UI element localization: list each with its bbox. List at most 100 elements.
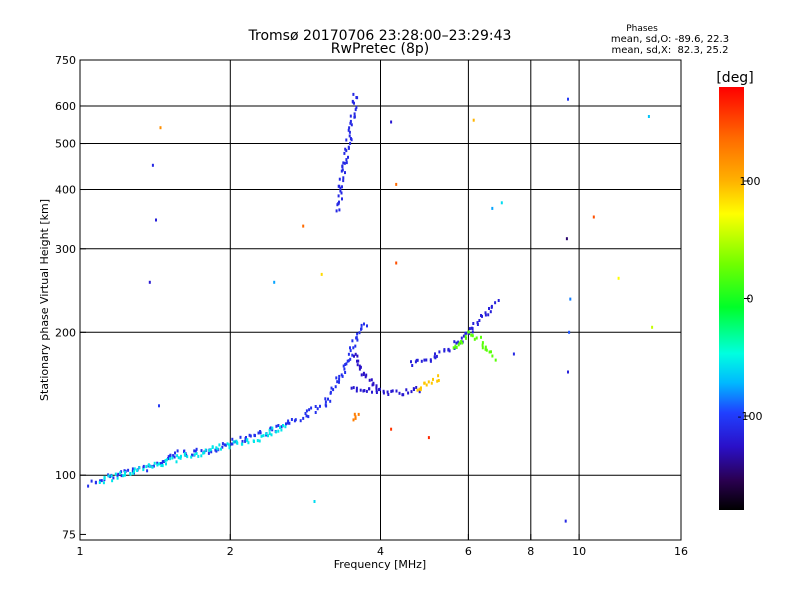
echo-point bbox=[354, 416, 357, 420]
echo-point bbox=[478, 319, 481, 322]
echo-point bbox=[472, 118, 475, 122]
echo-point bbox=[302, 416, 305, 420]
echo-point bbox=[316, 407, 319, 411]
echo-point bbox=[146, 469, 149, 473]
echo-point bbox=[194, 449, 197, 453]
echo-point bbox=[103, 475, 106, 479]
echo-point bbox=[452, 346, 455, 350]
echo-point bbox=[286, 421, 289, 425]
echo-point bbox=[475, 336, 478, 340]
echo-point bbox=[124, 473, 126, 477]
echo-point bbox=[480, 314, 482, 317]
echo-point bbox=[460, 336, 463, 340]
echo-point bbox=[183, 452, 186, 456]
echo-point bbox=[112, 476, 115, 480]
echo-point bbox=[244, 439, 247, 443]
echo-point bbox=[338, 184, 341, 188]
echo-point bbox=[471, 334, 474, 338]
echo-point bbox=[271, 426, 274, 430]
echo-point bbox=[345, 362, 348, 366]
echo-point bbox=[435, 354, 438, 358]
echo-point bbox=[357, 412, 360, 416]
echo-point bbox=[419, 388, 422, 392]
echo-point bbox=[127, 468, 130, 472]
echo-point bbox=[470, 333, 473, 337]
echo-point bbox=[218, 443, 221, 447]
echo-point bbox=[462, 334, 465, 338]
echo-point bbox=[567, 97, 569, 101]
y-tick-label: 300 bbox=[55, 243, 76, 256]
echo-point bbox=[151, 465, 154, 469]
echo-point bbox=[340, 191, 343, 195]
echo-point bbox=[131, 469, 134, 473]
echo-point bbox=[330, 386, 333, 390]
x-tick-label: 6 bbox=[465, 545, 472, 558]
data-points bbox=[87, 92, 654, 523]
echo-point bbox=[337, 194, 340, 198]
echo-point bbox=[349, 357, 352, 361]
y-tick-label: 750 bbox=[55, 54, 76, 67]
echo-point bbox=[363, 322, 365, 326]
echo-point bbox=[344, 371, 347, 374]
echo-point bbox=[167, 455, 170, 459]
echo-point bbox=[190, 455, 193, 459]
echo-point bbox=[494, 301, 497, 305]
echo-point bbox=[356, 354, 359, 358]
echo-point bbox=[248, 433, 251, 437]
y-tick-label: 500 bbox=[55, 138, 76, 151]
echo-point bbox=[241, 440, 244, 443]
echo-point bbox=[109, 475, 112, 479]
echo-point bbox=[204, 448, 207, 452]
echo-point bbox=[129, 472, 132, 476]
echo-point bbox=[425, 358, 428, 362]
echo-point bbox=[348, 130, 351, 134]
echo-point bbox=[458, 341, 461, 345]
echo-point bbox=[473, 337, 476, 341]
echo-point bbox=[448, 349, 451, 353]
echo-point bbox=[342, 176, 345, 180]
echo-point bbox=[443, 348, 446, 352]
echo-point bbox=[94, 481, 97, 485]
echo-point bbox=[193, 449, 196, 453]
echo-point bbox=[215, 446, 218, 450]
echo-point bbox=[339, 189, 342, 193]
echo-point bbox=[117, 472, 120, 476]
echo-point bbox=[352, 346, 355, 350]
echo-point bbox=[358, 364, 361, 368]
y-tick-label: 200 bbox=[55, 326, 76, 339]
echo-point bbox=[353, 101, 355, 105]
echo-point bbox=[430, 381, 433, 385]
echo-point bbox=[427, 380, 430, 384]
echo-point bbox=[136, 469, 139, 472]
echo-point bbox=[455, 341, 458, 345]
echo-point bbox=[356, 338, 359, 342]
echo-point bbox=[347, 359, 350, 363]
echo-point bbox=[355, 386, 358, 390]
echo-point bbox=[335, 376, 338, 380]
echo-point bbox=[273, 280, 276, 284]
echo-point bbox=[370, 378, 373, 382]
echo-point bbox=[423, 358, 426, 362]
echo-point bbox=[356, 332, 359, 336]
echo-point bbox=[415, 386, 418, 389]
echo-point bbox=[342, 161, 345, 165]
colorbar bbox=[719, 87, 744, 510]
x-tick-label: 4 bbox=[377, 545, 384, 558]
echo-point bbox=[353, 412, 356, 416]
echo-point bbox=[165, 458, 168, 462]
echo-point bbox=[98, 481, 101, 484]
echo-point bbox=[277, 424, 280, 427]
echo-point bbox=[617, 276, 620, 280]
echo-point bbox=[231, 442, 234, 446]
echo-point bbox=[335, 209, 338, 213]
echo-point bbox=[464, 334, 467, 338]
echo-point bbox=[160, 464, 163, 467]
echo-point bbox=[269, 426, 272, 430]
echo-point bbox=[433, 355, 436, 359]
echo-point bbox=[305, 414, 308, 418]
echo-point bbox=[481, 346, 484, 350]
echo-point bbox=[122, 474, 125, 478]
echo-point bbox=[310, 406, 313, 410]
echo-point bbox=[100, 479, 103, 483]
echo-point bbox=[173, 455, 176, 459]
